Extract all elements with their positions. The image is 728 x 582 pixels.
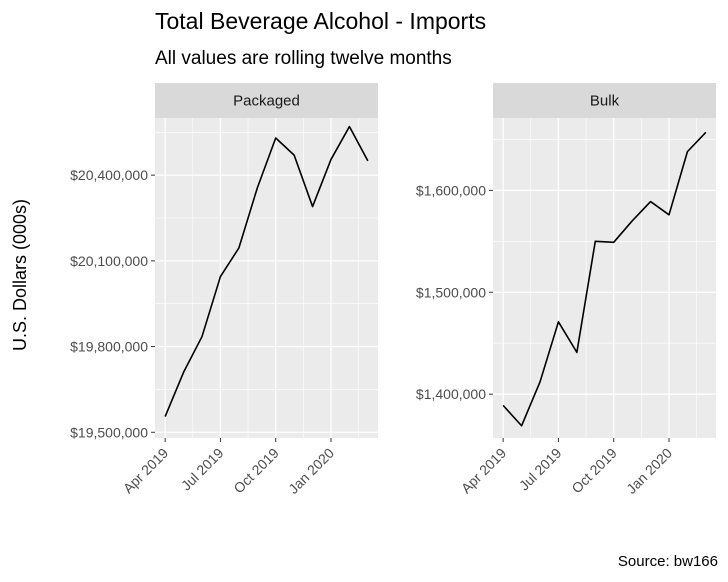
facet-strip	[493, 83, 716, 118]
y-tick-label: $19,500,000	[70, 424, 148, 440]
x-tick-label: Jul 2019	[516, 445, 565, 494]
y-tick-label: $1,400,000	[416, 386, 486, 402]
y-tick-label: $1,600,000	[416, 182, 486, 198]
y-tick-label: $19,800,000	[70, 339, 148, 355]
panel-bulk: Bulk $1,400,000 $1,500,000 $1,600,000 Apr 20…	[416, 83, 716, 497]
chart-caption: Source: bw166	[618, 553, 718, 570]
facet-strip	[155, 83, 378, 118]
x-tick-label: Apr 2019	[120, 445, 172, 497]
panel-packaged: Packaged $19,500,000 $19,800,000 $20,100,00…	[70, 83, 378, 497]
x-tick-label: Jan 2020	[285, 445, 337, 497]
panel-background	[155, 118, 378, 438]
y-tick-label: $20,100,000	[70, 253, 148, 269]
chart-subtitle: All values are rolling twelve months	[155, 48, 452, 69]
x-tick-label: Oct 2019	[568, 445, 620, 497]
series-line-bulk	[502, 131, 707, 427]
x-tick-label: Oct 2019	[230, 445, 282, 497]
facet-strip-label: Bulk	[590, 93, 620, 110]
facet-panels: Packaged $19,500,000 $19,800,000 $20,100,00…	[70, 83, 716, 497]
series-line-packaged	[164, 125, 369, 417]
y-tick-label: $1,500,000	[416, 284, 486, 300]
x-tick-label: Jan 2020	[623, 445, 675, 497]
facet-strip-label: Packaged	[233, 93, 300, 110]
y-tick-label: $20,400,000	[70, 167, 148, 183]
x-tick-label: Jul 2019	[178, 445, 227, 494]
x-tick-label: Apr 2019	[458, 445, 510, 497]
panel-background	[493, 118, 716, 438]
chart-title: Total Beverage Alcohol - Imports	[155, 8, 486, 34]
y-axis-title: U.S. Dollars (000s)	[10, 199, 30, 351]
